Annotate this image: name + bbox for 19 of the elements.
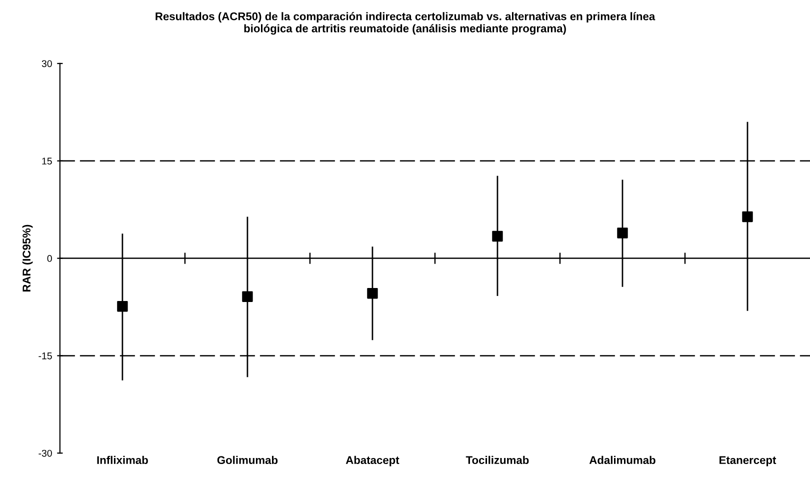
point <box>617 228 628 238</box>
point <box>242 291 253 302</box>
y-tick-label: 0 <box>47 255 52 262</box>
x-tick-label: Tocilizumab <box>466 456 529 464</box>
y-tick-label: -15 <box>38 352 52 360</box>
x-tick-label: Golimumab <box>217 456 278 464</box>
point <box>367 288 378 299</box>
point <box>492 230 503 242</box>
x-tick-label: Abatacept <box>346 456 400 466</box>
point <box>742 211 753 222</box>
y-tick-label: 30 <box>42 60 52 68</box>
y-axis-title: RAR (IC95%) <box>22 224 33 292</box>
point <box>117 300 128 312</box>
y-tick-label: 15 <box>42 158 52 165</box>
x-tick-label: Etanercept <box>720 456 776 466</box>
x-tick-label: Infliximab <box>97 456 148 464</box>
x-tick-label: Adalimumab <box>589 456 656 464</box>
y-tick-label: -30 <box>38 450 52 457</box>
chart-title: Resultados (ACR50) de la comparación indirecta certolizumab vs. alternativas en primera línea biológica de artritis reumatoide (análisis mediante programa) <box>156 12 656 35</box>
